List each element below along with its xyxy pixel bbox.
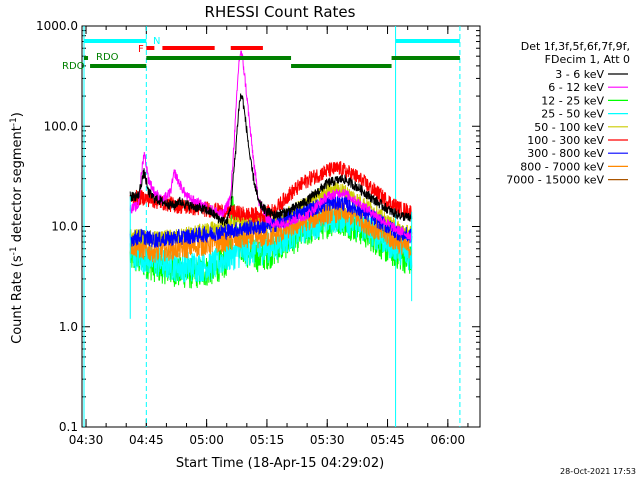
x-tick-label: 05:30 [310, 433, 345, 447]
timestamp: 28-Oct-2021 17:53 [560, 467, 636, 476]
x-tick-label: 05:15 [250, 433, 285, 447]
y-axis-label: Count Rate (s-1 detector segment-1) [9, 112, 25, 344]
x-tick-label: 05:00 [189, 433, 224, 447]
legend-label: 12 - 25 keV [541, 94, 604, 107]
x-tick-label: 05:45 [370, 433, 405, 447]
y-tick-label: 1.0 [59, 320, 78, 334]
legend-label: 6 - 12 keV [548, 81, 604, 94]
attenuator-label-n: N [153, 36, 160, 47]
legend-header-1: Det 1f,3f,5f,6f,7f,9f, [521, 40, 630, 53]
legend-label: 50 - 100 keV [534, 121, 604, 134]
attenuator-label-rdo: RDO [96, 52, 119, 63]
series-line-6 [129, 194, 413, 248]
chart-title: RHESSI Count Rates [205, 3, 356, 21]
series-lines [129, 50, 413, 319]
legend-label: 3 - 6 keV [555, 68, 604, 81]
series-line-1 [129, 50, 413, 241]
y-tick-label: 100.0 [44, 119, 78, 133]
legend-label: 25 - 50 keV [541, 108, 604, 121]
attenuator-label-f: F [138, 44, 144, 55]
legend: Det 1f,3f,5f,6f,7f,9f, FDecim 1, Att 0 3… [506, 40, 630, 187]
x-tick-labels: 04:30 04:45 05:00 05:15 05:30 05:45 06:00 [69, 433, 465, 447]
legend-label: 800 - 7000 keV [520, 160, 604, 173]
y-tick-label: 10.0 [51, 220, 78, 234]
axis-ticks [82, 25, 480, 428]
attenuator-label-rdo-left: RDO [62, 61, 85, 72]
y-axis-label-sup2: -1 [9, 117, 19, 126]
y-axis-label-mid: detector segment [10, 126, 25, 246]
x-tick-label: 04:45 [129, 433, 164, 447]
y-tick-labels: 0.1 1.0 10.0 100.0 1000.0 [36, 19, 78, 434]
y-tick-label: 1000.0 [36, 19, 78, 33]
y-axis-label-end: ) [10, 112, 25, 117]
series-line-0 [129, 93, 413, 226]
x-tick-label: 04:30 [69, 433, 104, 447]
x-tick-label: 06:00 [431, 433, 466, 447]
legend-label: 7000 - 15000 keV [506, 174, 604, 187]
status-bars [84, 39, 460, 68]
y-axis-label-sup1: -1 [9, 246, 19, 255]
series-line-5 [129, 161, 413, 224]
legend-label: 100 - 300 keV [527, 134, 604, 147]
legend-header-2: FDecim 1, Att 0 [545, 53, 630, 66]
y-tick-label: 0.1 [59, 420, 78, 434]
x-axis-label: Start Time (18-Apr-15 04:29:02) [176, 456, 384, 471]
y-axis-label-main: Count Rate (s [10, 255, 25, 344]
legend-label: 300 - 800 keV [527, 147, 604, 160]
